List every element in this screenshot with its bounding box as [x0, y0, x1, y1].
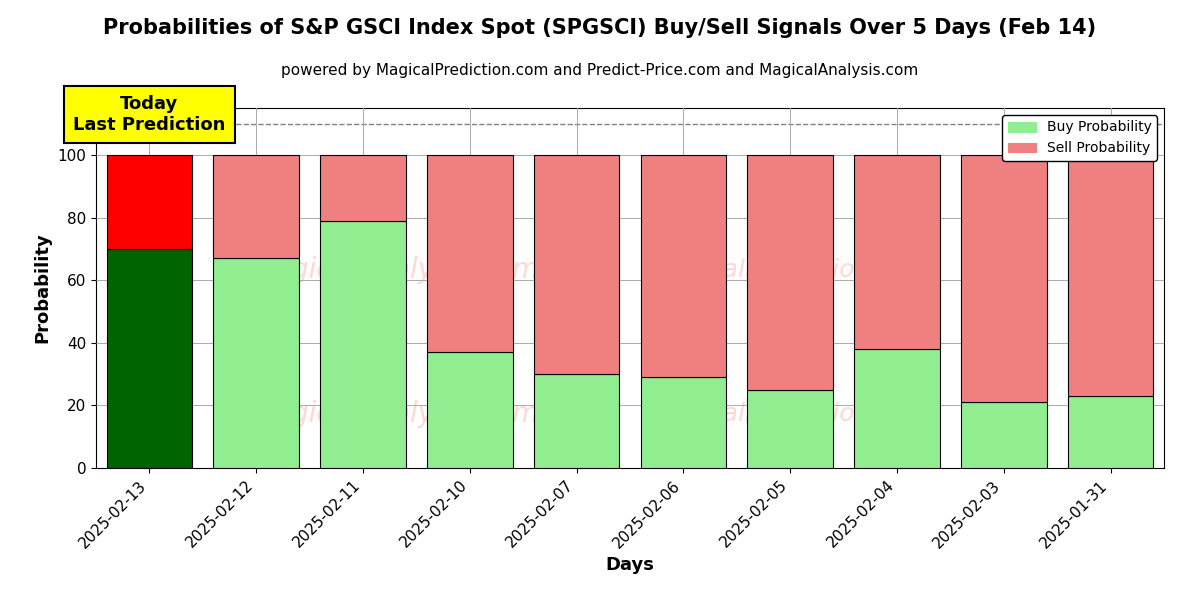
Bar [961, 402, 1046, 468]
Bar [214, 155, 299, 258]
Bar [107, 155, 192, 249]
Bar [534, 155, 619, 374]
Bar [641, 155, 726, 377]
Bar [961, 155, 1046, 402]
Bar [427, 155, 512, 352]
X-axis label: Days: Days [606, 556, 654, 574]
Text: powered by MagicalPrediction.com and Predict-Price.com and MagicalAnalysis.com: powered by MagicalPrediction.com and Pre… [281, 63, 919, 78]
Bar [320, 221, 406, 468]
Bar [1068, 396, 1153, 468]
Bar [854, 155, 940, 349]
Text: MagicalPrediction.com: MagicalPrediction.com [649, 258, 931, 282]
Text: MagicalPrediction.com: MagicalPrediction.com [649, 402, 931, 426]
Text: MagicalAnalysis.com: MagicalAnalysis.com [251, 400, 540, 428]
Bar [748, 390, 833, 468]
Y-axis label: Probability: Probability [34, 233, 52, 343]
Text: MagicalAnalysis.com: MagicalAnalysis.com [251, 256, 540, 284]
Bar [427, 352, 512, 468]
Text: Today
Last Prediction: Today Last Prediction [73, 95, 226, 134]
Text: Probabilities of S&P GSCI Index Spot (SPGSCI) Buy/Sell Signals Over 5 Days (Feb : Probabilities of S&P GSCI Index Spot (SP… [103, 18, 1097, 38]
Bar [320, 155, 406, 221]
Bar [1068, 155, 1153, 396]
Bar [641, 377, 726, 468]
Bar [107, 249, 192, 468]
Bar [214, 258, 299, 468]
Bar [854, 349, 940, 468]
Legend: Buy Probability, Sell Probability: Buy Probability, Sell Probability [1002, 115, 1157, 161]
Bar [534, 374, 619, 468]
Bar [748, 155, 833, 390]
